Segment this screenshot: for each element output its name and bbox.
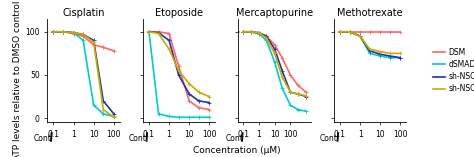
Legend: DSM, dSMAD, sh-NSC-3-b, sh-NSC-7-b: DSM, dSMAD, sh-NSC-3-b, sh-NSC-7-b: [433, 48, 474, 93]
Title: Etoposide: Etoposide: [155, 8, 203, 18]
Title: Methotrexate: Methotrexate: [337, 8, 403, 18]
Text: Concentration (μM): Concentration (μM): [193, 146, 281, 155]
Title: Mercaptopurine: Mercaptopurine: [236, 8, 313, 18]
Title: Cisplatin: Cisplatin: [63, 8, 105, 18]
Text: Cont: Cont: [129, 134, 147, 143]
Text: Cont: Cont: [33, 134, 51, 143]
Y-axis label: ATP levels relative to DMSO control (%): ATP levels relative to DMSO control (%): [13, 0, 22, 157]
Text: Cont: Cont: [226, 134, 243, 143]
Text: Cont: Cont: [320, 134, 338, 143]
